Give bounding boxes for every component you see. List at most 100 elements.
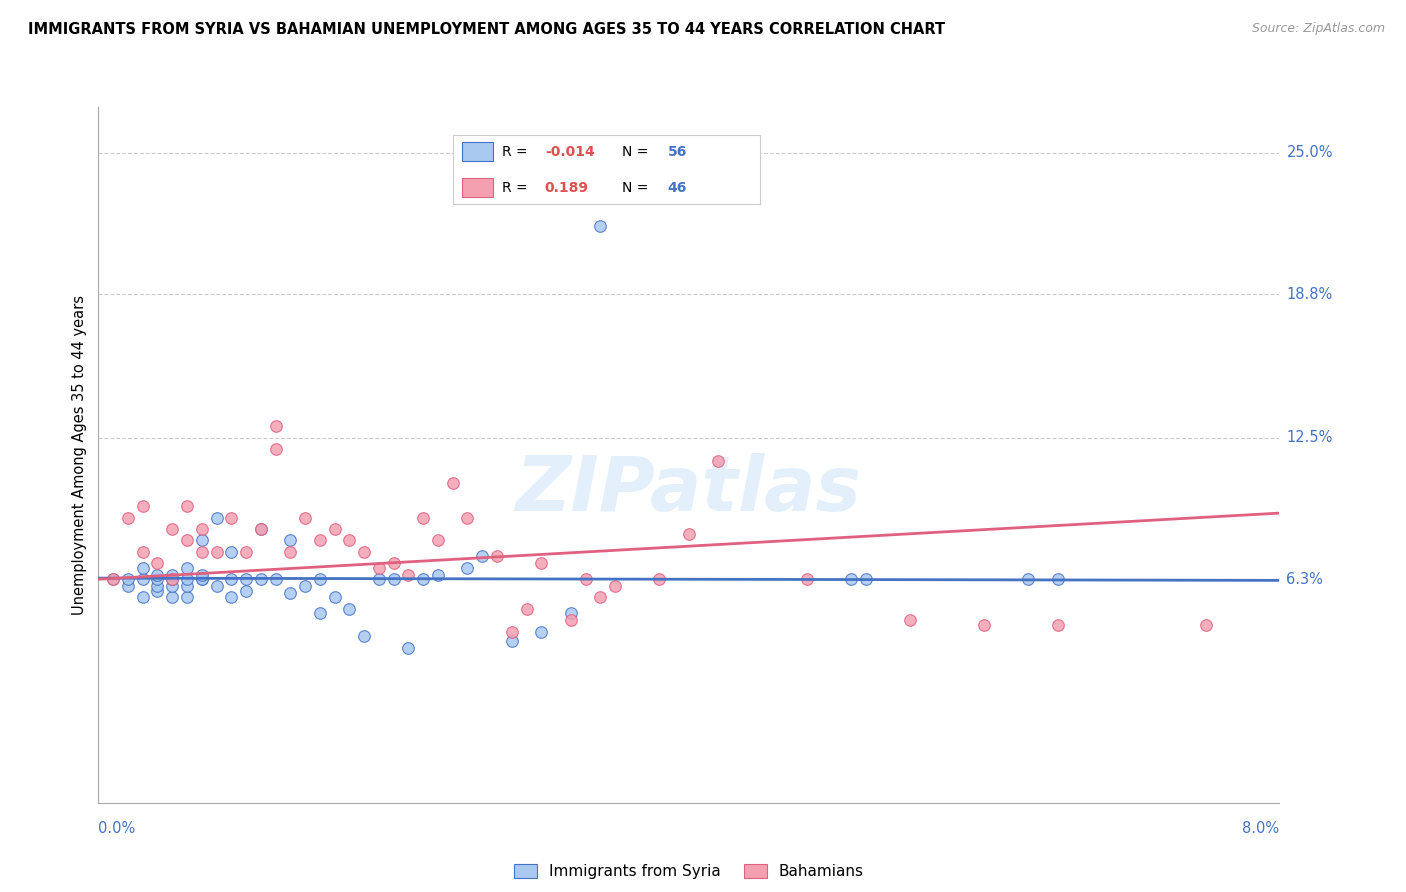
- Point: [235, 545, 257, 559]
- Point: [412, 510, 434, 524]
- Point: [308, 607, 332, 621]
- Point: [574, 572, 596, 586]
- Point: [191, 533, 214, 548]
- Point: [308, 533, 332, 548]
- Point: [176, 591, 198, 605]
- Point: [456, 510, 478, 524]
- Text: 6.3%: 6.3%: [1286, 572, 1323, 587]
- Point: [589, 219, 612, 233]
- Point: [412, 572, 434, 586]
- Point: [132, 572, 155, 586]
- Point: [278, 586, 301, 600]
- Point: [294, 510, 316, 524]
- Point: [530, 556, 553, 570]
- Point: [560, 613, 582, 627]
- Point: [1046, 572, 1069, 586]
- Point: [485, 549, 508, 564]
- Text: 18.8%: 18.8%: [1286, 286, 1333, 301]
- Point: [162, 579, 183, 593]
- Point: [235, 572, 257, 586]
- Point: [382, 572, 405, 586]
- Point: [162, 567, 183, 582]
- Point: [219, 545, 242, 559]
- Point: [471, 549, 494, 564]
- Point: [396, 640, 419, 655]
- Point: [117, 579, 139, 593]
- Point: [146, 572, 169, 586]
- Point: [278, 545, 301, 559]
- Point: [264, 442, 287, 457]
- Point: [205, 545, 228, 559]
- Point: [382, 556, 405, 570]
- Point: [146, 556, 169, 570]
- Point: [308, 572, 332, 586]
- Text: 8.0%: 8.0%: [1243, 821, 1279, 836]
- Point: [426, 533, 449, 548]
- Point: [191, 522, 214, 536]
- Point: [191, 572, 214, 586]
- Point: [898, 613, 921, 627]
- Point: [1046, 618, 1069, 632]
- Text: ZIPatlas: ZIPatlas: [516, 453, 862, 526]
- Point: [117, 572, 139, 586]
- Point: [530, 624, 553, 639]
- Point: [219, 591, 242, 605]
- Point: [162, 572, 183, 586]
- Point: [456, 561, 478, 575]
- Point: [515, 602, 537, 616]
- Point: [337, 602, 360, 616]
- Point: [973, 618, 995, 632]
- Point: [162, 522, 183, 536]
- Point: [117, 510, 139, 524]
- Point: [162, 572, 183, 586]
- Point: [191, 572, 214, 586]
- Point: [396, 567, 419, 582]
- Y-axis label: Unemployment Among Ages 35 to 44 years: Unemployment Among Ages 35 to 44 years: [72, 295, 87, 615]
- Point: [353, 629, 375, 643]
- Point: [441, 476, 464, 491]
- Text: 12.5%: 12.5%: [1286, 430, 1333, 445]
- Point: [337, 533, 360, 548]
- Point: [176, 533, 198, 548]
- Point: [235, 583, 257, 598]
- Point: [501, 624, 523, 639]
- Point: [855, 572, 877, 586]
- Point: [250, 572, 273, 586]
- Point: [323, 591, 346, 605]
- Point: [589, 591, 612, 605]
- Text: 25.0%: 25.0%: [1286, 145, 1333, 161]
- Point: [132, 545, 155, 559]
- Point: [294, 579, 316, 593]
- Point: [146, 579, 169, 593]
- Text: IMMIGRANTS FROM SYRIA VS BAHAMIAN UNEMPLOYMENT AMONG AGES 35 TO 44 YEARS CORRELA: IMMIGRANTS FROM SYRIA VS BAHAMIAN UNEMPL…: [28, 22, 945, 37]
- Point: [323, 522, 346, 536]
- Point: [678, 526, 700, 541]
- Point: [1194, 618, 1216, 632]
- Point: [132, 591, 155, 605]
- Point: [219, 572, 242, 586]
- Point: [560, 607, 582, 621]
- Point: [191, 545, 214, 559]
- Point: [839, 572, 862, 586]
- Point: [205, 579, 228, 593]
- Point: [219, 510, 242, 524]
- Point: [176, 500, 198, 514]
- Point: [367, 572, 389, 586]
- Point: [796, 572, 818, 586]
- Point: [176, 579, 198, 593]
- Point: [162, 572, 183, 586]
- Point: [103, 572, 124, 586]
- Point: [278, 533, 301, 548]
- Point: [162, 591, 183, 605]
- Point: [191, 567, 214, 582]
- Point: [103, 572, 124, 586]
- Point: [353, 545, 375, 559]
- Point: [1017, 572, 1039, 586]
- Point: [264, 419, 287, 434]
- Point: [264, 572, 287, 586]
- Point: [605, 579, 627, 593]
- Point: [707, 453, 730, 467]
- Point: [132, 500, 155, 514]
- Point: [250, 522, 273, 536]
- Point: [501, 633, 523, 648]
